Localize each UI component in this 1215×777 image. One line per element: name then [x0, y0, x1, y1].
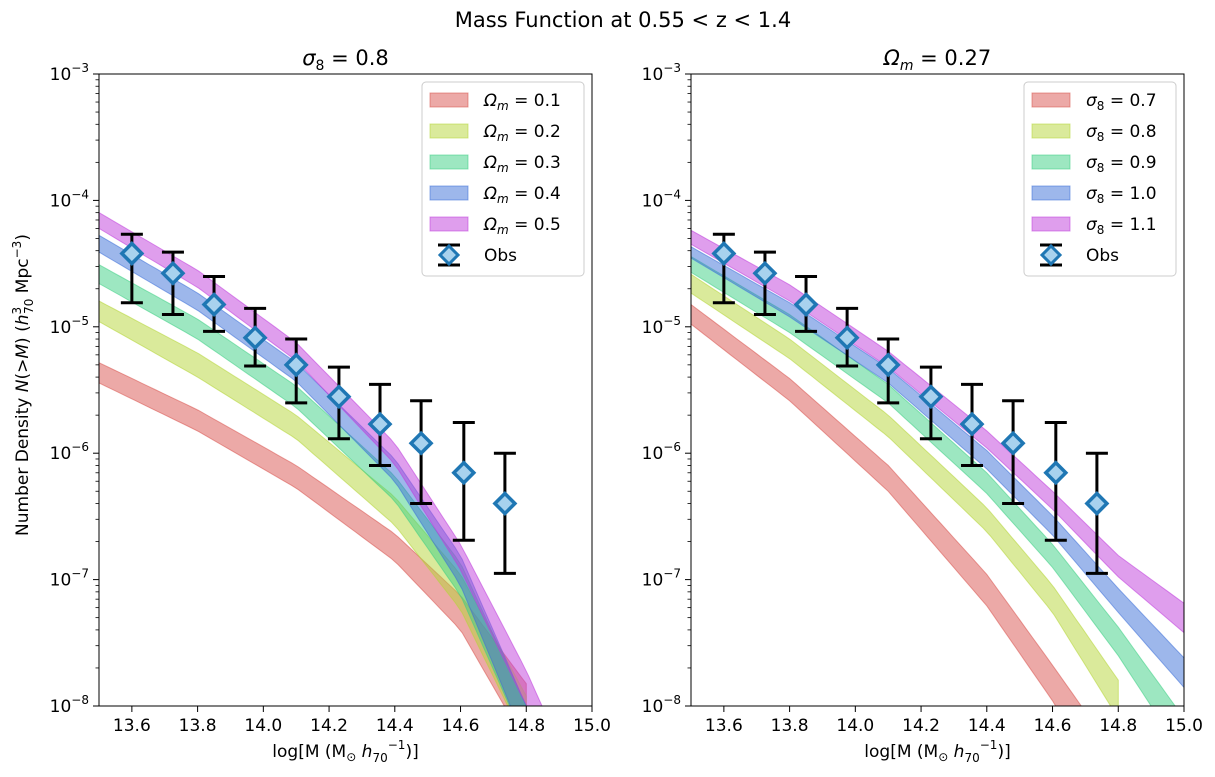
obs-point — [752, 260, 778, 286]
obs-point — [959, 411, 985, 437]
plot-area — [691, 229, 1184, 706]
y-tick-label: 10−5 — [50, 314, 89, 338]
figure-suptitle: Mass Function at 0.55 < z < 1.4 — [455, 8, 791, 32]
axes-frame — [98, 73, 593, 707]
y-tick-label: 10−8 — [642, 693, 681, 717]
legend-label: Ωm = 0.3 — [483, 153, 561, 175]
obs-point — [918, 384, 944, 410]
legend-swatch — [429, 92, 469, 108]
y-tick-label: 10−4 — [642, 187, 681, 211]
left-panel: 13.6 13.8 14.0 14.2 14.4 14.6 14.8 15.0 10−8 10−7… — [10, 46, 611, 765]
obs-point — [793, 292, 819, 318]
x-tick-label: 15.0 — [1165, 716, 1203, 736]
x-tick-label: 15.0 — [573, 716, 611, 736]
x-tick-label: 14.0 — [836, 716, 874, 736]
x-tick-label: 14.4 — [968, 716, 1006, 736]
legend-swatch — [1031, 216, 1071, 232]
x-tick-label: 14.8 — [507, 716, 545, 736]
x-tick-label: 14.6 — [442, 716, 480, 736]
obs-point — [834, 325, 860, 351]
legend-obs-marker — [1039, 243, 1063, 267]
x-tick-label: 14.6 — [1034, 716, 1072, 736]
legend-swatch — [1031, 92, 1071, 108]
y-tick-label: 10−6 — [50, 440, 89, 464]
obs-point — [492, 491, 518, 516]
obs-point — [875, 352, 901, 378]
x-tick-label: 13.6 — [113, 716, 151, 736]
obs-point — [1043, 460, 1069, 486]
legend-swatch — [1031, 185, 1071, 201]
legend-swatch — [429, 123, 469, 139]
legend-obs-label: Obs — [1086, 246, 1119, 266]
obs-point — [1000, 430, 1026, 456]
obs-point — [326, 384, 352, 410]
legend-label: σ8 = 0.7 — [1086, 91, 1157, 113]
obs-point — [283, 352, 309, 378]
y-tick-label: 10−8 — [50, 693, 89, 717]
band-1 — [691, 303, 1082, 706]
band-3 — [99, 264, 527, 706]
legend-swatch — [1031, 123, 1071, 139]
y-tick-label: 10−6 — [642, 440, 681, 464]
x-axis-label: log[M (M⊙ h70−1)] — [864, 738, 1010, 765]
x-tick-label: 13.8 — [179, 716, 217, 736]
legend-label: σ8 = 1.1 — [1086, 215, 1157, 237]
legend-swatch — [1031, 154, 1071, 170]
x-tick-label: 14.2 — [902, 716, 940, 736]
band-4 — [99, 234, 527, 706]
legend-swatch — [429, 216, 469, 232]
legend-obs-marker — [437, 243, 461, 267]
panel-title: σ8 = 0.8 — [302, 46, 389, 74]
y-tick-label: 10−7 — [642, 567, 681, 591]
y-tick-label: 10−7 — [50, 567, 89, 591]
legend-swatch — [429, 185, 469, 201]
band-2 — [691, 273, 1119, 706]
legend-label: Ωm = 0.4 — [483, 184, 561, 206]
band-2 — [99, 300, 527, 706]
obs-point — [242, 325, 268, 351]
band-4 — [691, 246, 1184, 689]
legend: σ8 = 0.7 σ8 = 0.8 σ8 = 0.9 σ8 = 1.0 σ8 = 1.1… — [1023, 81, 1177, 277]
obs-point — [119, 241, 145, 266]
obs-point — [408, 430, 434, 456]
y-tick-label: 10−4 — [50, 187, 89, 211]
y-axis-label: Number Density N(>M) (h370 Mpc−3) — [10, 234, 36, 536]
legend-label: Ωm = 0.5 — [483, 215, 561, 237]
y-tick-label: 10−5 — [642, 314, 681, 338]
legend-obs-label: Obs — [484, 246, 517, 266]
obs-point — [367, 411, 393, 437]
x-tick-label: 14.8 — [1099, 716, 1137, 736]
axes-frame — [690, 73, 1185, 707]
legend-label: Ωm = 0.1 — [483, 91, 561, 113]
legend-label: σ8 = 0.8 — [1086, 122, 1157, 144]
y-tick-label: 10−3 — [642, 61, 681, 85]
legend-label: σ8 = 0.9 — [1086, 153, 1157, 175]
plot-area — [99, 212, 543, 706]
obs-point — [451, 460, 477, 486]
x-tick-label: 14.2 — [310, 716, 348, 736]
legend-label: Ωm = 0.2 — [483, 122, 561, 144]
right-panel: 13.6 13.8 14.0 14.2 14.4 14.6 14.8 15.0 10−8 10−7… — [642, 46, 1203, 765]
x-tick-label: 13.6 — [705, 716, 743, 736]
band-1 — [99, 362, 527, 706]
y-tick-label: 10−3 — [50, 61, 89, 85]
x-tick-label: 14.0 — [244, 716, 282, 736]
x-tick-label: 14.4 — [376, 716, 414, 736]
obs-point — [160, 260, 186, 286]
obs-point — [711, 241, 737, 266]
x-axis-label: log[M (M⊙ h70−1)] — [272, 738, 418, 765]
legend-swatch — [429, 154, 469, 170]
obs-point — [201, 292, 227, 318]
legend-label: σ8 = 1.0 — [1086, 184, 1157, 206]
obs-point — [1084, 491, 1110, 516]
legend: Ωm = 0.1 Ωm = 0.2 Ωm = 0.3 Ωm = 0.4 Ωm = 0.5… — [421, 81, 585, 277]
panel-title: Ωm = 0.27 — [883, 46, 991, 74]
x-tick-label: 13.8 — [771, 716, 809, 736]
